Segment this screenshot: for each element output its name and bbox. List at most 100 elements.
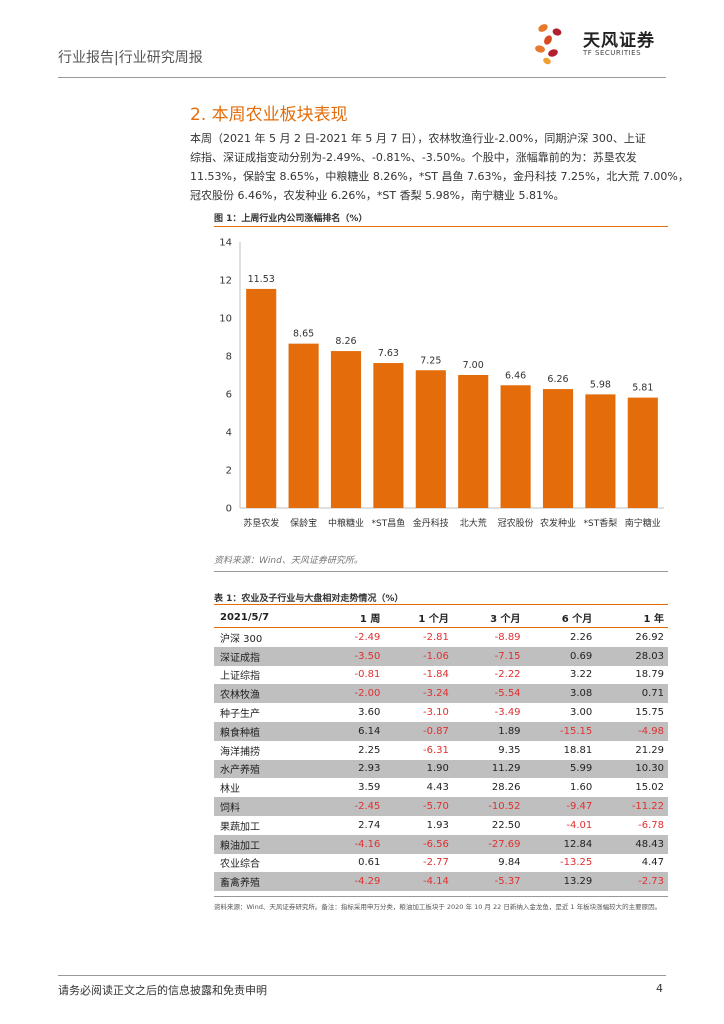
table-cell: 9.35 [498,744,521,756]
table-row: 畜禽养殖 -4.29 -4.14 -5.37 13.29 -2.73 [214,872,668,892]
figure-top-rule [214,226,668,227]
table-cell: 0.71 [596,684,668,704]
table-cell: 2.74 [358,819,381,831]
table-row: 上证综指 -0.81 -1.84 -2.22 3.22 18.79 [214,666,668,685]
section-title: 2. 本周农业板块表现 [190,105,348,125]
table-cell: 0.69 [524,646,597,666]
table-cell: 48.43 [596,834,668,854]
paragraph-line: 冠农股份 6.46%，农发种业 6.26%，*ST 香梨 5.98%，南宁糖业 … [190,189,565,202]
x-tick-label: 农发种业 [540,517,576,529]
row-label: 饲料 [214,797,324,816]
table-cell: 1.60 [569,782,593,794]
table-cell: -5.37 [452,872,525,892]
row-label: 果蔬加工 [220,821,260,833]
table-cell: -3.49 [494,707,521,719]
table-row: 粮食种植 6.14 -0.87 1.89 -15.15 -4.98 [214,721,668,741]
table-cell: 11.29 [452,759,525,779]
table-cell: 1.93 [426,819,449,831]
table-cell: -8.89 [494,631,521,643]
table-cell: 2.26 [569,631,593,643]
table-cell: -4.01 [566,819,593,831]
bar [627,397,658,508]
bar-value-label: 6.46 [505,370,526,381]
row-label: 林业 [220,784,240,796]
x-tick-label: *ST香梨 [584,517,618,529]
table-cell: 4.43 [426,782,449,794]
table-row: 林业 3.59 4.43 28.26 1.60 15.02 [214,778,668,797]
table-cell: -4.29 [324,872,385,892]
bar-chart: 0 2 4 6 8 10 12 14 11.53 苏垦农发 8.65 保龄宝 8.26 中粮糖业 7.63 *… [219,238,664,529]
table-cell: -4.14 [384,872,453,892]
figure-bottom-rule [214,571,668,572]
table-row: 种子生产 3.60 -3.10 -3.49 3.00 15.75 [214,703,668,722]
y-tick-label: 0 [226,504,232,515]
y-tick-label: 6 [226,390,232,401]
table-cell: 21.29 [635,744,664,756]
table-cell: 5.99 [524,759,597,779]
y-tick-label: 2 [226,466,232,477]
report-header-title: 行业报告|行业研究周报 [58,50,203,66]
table-cell: 15.02 [635,782,664,794]
table-cell: -15.15 [524,721,597,741]
section-paragraph: 本周（2021 年 5 月 2 日-2021 年 5 月 7 日），农林牧渔行业… [190,129,689,205]
x-tick-label: 北大荒 [460,517,487,529]
table-cell: -11.22 [596,797,668,816]
table-row: 粮油加工 -4.16 -6.56 -27.69 12.84 48.43 [214,834,668,854]
table-cell: -3.50 [324,646,385,666]
table-cell: 10.30 [596,759,668,779]
row-label: 沪深 300 [220,633,263,645]
row-label: 上证综指 [220,671,260,683]
table-cell: -4.16 [324,834,385,854]
table-cell: -10.52 [452,797,525,816]
table-cell: 9.84 [498,857,521,869]
table-cell: 3.08 [524,684,597,704]
table-header-row: 2021/5/7 1 周 1 个月 3 个月 6 个月 1 年 [214,607,668,628]
table-cell: 22.50 [491,819,521,831]
bar-value-label: 8.65 [293,329,314,340]
logo-chinese-name: 天风证券 [583,31,655,51]
row-label: 粮油加工 [214,834,324,854]
table-cell: 6.14 [324,721,385,741]
table-cell: -1.84 [422,669,449,681]
table-cell: 3.22 [569,669,593,681]
table-cell: 2.93 [324,759,385,779]
row-label: 种子生产 [220,709,260,721]
table-cell: 18.81 [563,744,593,756]
table-cell: -2.73 [596,872,668,892]
company-logo: 天风证券 TF SECURITIES [533,20,683,70]
bar [500,385,531,508]
table-cell: -0.81 [354,669,381,681]
bar [585,394,616,508]
row-label: 深证成指 [214,646,324,666]
table-row: 农林牧渔 -2.00 -3.24 -5.54 3.08 0.71 [214,684,668,704]
table-caption: 表 1：农业及子行业与大盘相对走势情况（%） [214,594,404,604]
bar [288,343,319,508]
table-cell: 15.75 [635,707,664,719]
bar-value-label: 5.81 [632,383,653,394]
x-tick-label: 冠农股份 [498,517,534,529]
logo-flower-icon [535,24,562,65]
table-cell: -3.24 [384,684,453,704]
row-label: 粮食种植 [214,721,324,741]
bar-value-label: 7.63 [378,348,399,359]
bar-value-label: 7.25 [420,355,441,366]
table-cell: -2.45 [324,797,385,816]
paragraph-line: 综指、深证成指变动分别为-2.49%、-0.81%、-3.50%。个股中，涨幅靠… [190,151,637,164]
table-cell: 28.26 [491,782,521,794]
table-cell: -7.15 [452,646,525,666]
header-1y: 1 年 [596,607,668,628]
table-cell: -2.49 [354,631,381,643]
table-cell: 1.90 [384,759,453,779]
table-cell: 18.79 [635,669,664,681]
bar-value-label: 5.98 [590,379,611,390]
table-cell: -5.70 [384,797,453,816]
table-cell: -6.78 [638,819,664,831]
row-label: 农业综合 [220,859,260,871]
x-tick-label: 保龄宝 [290,517,317,529]
table-cell: -5.54 [452,684,525,704]
header-1w: 1 周 [324,607,385,628]
y-tick-label: 12 [219,276,232,287]
bar-value-label: 7.00 [463,360,484,371]
table-cell: -2.77 [422,857,449,869]
table-cell: 2.25 [358,744,381,756]
